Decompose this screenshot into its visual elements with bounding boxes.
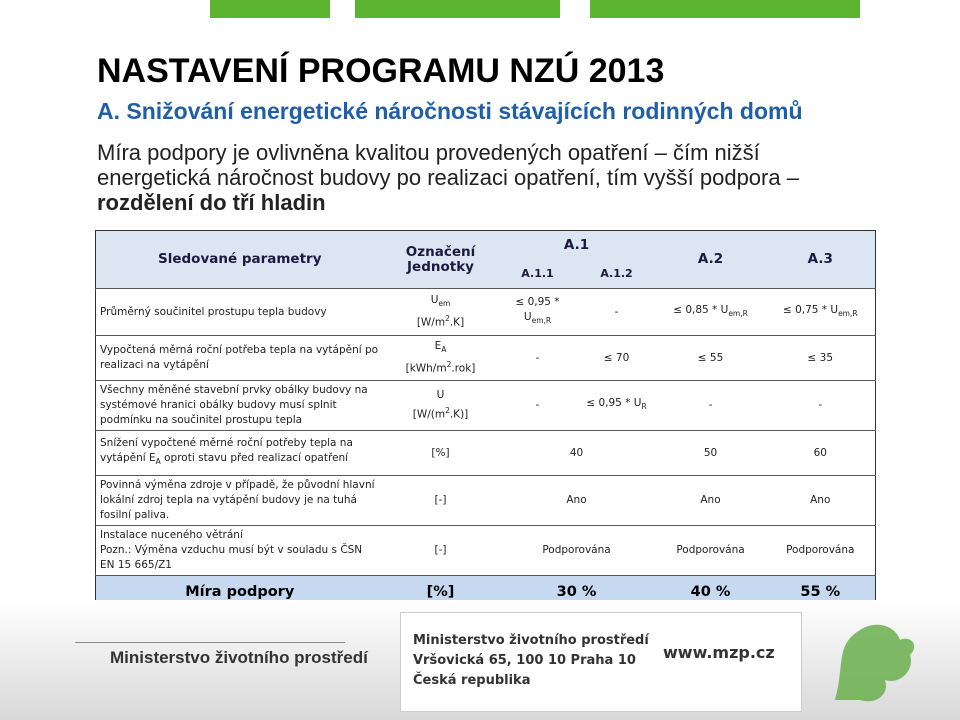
logo-text: Ministerstvo životního prostředí — [110, 648, 368, 667]
text: 2 — [445, 314, 450, 324]
text: ≤ 0,85 * U — [673, 303, 729, 316]
cell: - — [497, 380, 578, 431]
text: em — [438, 299, 451, 309]
cell: - — [577, 288, 656, 336]
text: .rok] — [451, 362, 476, 375]
cell: [-] — [383, 475, 498, 526]
text: U — [430, 294, 439, 307]
lion-emblem — [835, 624, 915, 702]
cell: [-] — [383, 525, 498, 576]
cell: - — [655, 380, 766, 431]
title: NASTAVENÍ PROGRAMU NZÚ 2013 — [97, 52, 665, 90]
cell: Ano — [765, 475, 876, 526]
text: A — [441, 345, 447, 355]
cell: Ano — [497, 475, 656, 526]
text: [W/m — [416, 316, 446, 329]
cell: U [W/(m2.K)] — [383, 380, 498, 431]
header-cell: Sledované parametry — [95, 230, 384, 289]
header-cell: A.3 — [765, 230, 876, 289]
header-cell: A.1.1 — [497, 259, 578, 289]
text-line: energetická náročnost budovy po realizac… — [97, 165, 799, 190]
cell: Uem [W/m2.K] — [383, 288, 498, 336]
text: 2 — [446, 360, 452, 370]
text: .K] — [449, 316, 465, 329]
text-line: rozdělení do tří hladin — [97, 190, 326, 215]
text: Snížení vypočtené měrné roční potřeby te… — [100, 437, 353, 465]
header-cell: Označení Jednotky — [383, 230, 498, 289]
web: www.mzp.cz — [663, 643, 775, 662]
org: Ministerstvo životního prostředí — [413, 633, 649, 648]
subtitle: A. Snižování energetické náročnosti stáv… — [97, 98, 803, 124]
cell: Povinná výměna zdroje v případě, že půvo… — [95, 475, 384, 526]
text: oproti stavu před realizací opatření — [160, 452, 349, 465]
text: A — [155, 457, 161, 467]
text: [kWh/m — [405, 362, 447, 375]
text: Instalace nuceného větrání — [100, 529, 243, 541]
address: Vršovická 65, 100 10 Praha 10 — [413, 653, 636, 668]
text: [W/(m — [412, 408, 446, 421]
cell: ≤ 0,95 * UR — [577, 380, 656, 431]
text: Jednotky — [407, 258, 474, 275]
text: Označení — [405, 243, 476, 260]
header-cell: A.1.2 — [577, 259, 656, 289]
cell: Podporována — [497, 525, 656, 576]
cell: Vypočtená měrná roční potřeba tepla na v… — [95, 335, 384, 381]
paragraph: Míra podpory je ovlivněna kvalitou prove… — [97, 140, 799, 215]
header-cell: A.1 — [497, 230, 656, 260]
cell: 50 — [655, 430, 766, 476]
cell: 40 — [497, 430, 656, 476]
table: Sledované parametry Označení Jednotky A.1… — [95, 230, 877, 609]
text: em,R — [728, 309, 748, 319]
cell: Snížení vypočtené měrné roční potřeby te… — [95, 430, 384, 476]
text: ≤ 0,75 * U — [782, 303, 839, 316]
cell: ≤ 70 — [577, 335, 656, 381]
logo-line — [75, 618, 345, 643]
top-bar — [355, 0, 560, 18]
text: ≤ 0,95 * U — [515, 296, 560, 324]
country: Česká republika — [413, 673, 531, 688]
text: R — [641, 402, 647, 412]
cell: Podporována — [655, 525, 766, 576]
cell: [%] — [383, 430, 498, 476]
text: em,R — [531, 316, 552, 326]
text: U — [436, 389, 445, 402]
cell: ≤ 0,85 * Uem,R — [655, 288, 766, 336]
cell: 60 — [765, 430, 876, 476]
cell: ≤ 35 — [765, 335, 876, 381]
text: ≤ 0,95 * U — [586, 397, 642, 410]
text: .K)] — [449, 408, 469, 421]
lion-shape — [835, 624, 915, 702]
cell: - — [765, 380, 876, 431]
text: 2 — [445, 406, 450, 416]
cell: Instalace nuceného větrání Pozn.: Výměna … — [95, 525, 384, 576]
cell: Všechny měněné stavební prvky obálky bud… — [95, 380, 384, 431]
text: E — [434, 340, 442, 353]
cell: Ano — [655, 475, 766, 526]
cell: ≤ 55 — [655, 335, 766, 381]
cell: - — [497, 335, 578, 381]
cell: Podporována — [765, 525, 876, 576]
cell: Průměrný součinitel prostupu tepla budov… — [95, 288, 384, 336]
cell: ≤ 0,75 * Uem,R — [765, 288, 876, 336]
text: em,R — [838, 309, 858, 319]
top-bar — [590, 0, 860, 18]
top-bar — [210, 0, 330, 18]
text-line: Míra podpory je ovlivněna kvalitou prove… — [97, 140, 760, 165]
contact-box: Ministerstvo životního prostředí Vršovic… — [400, 612, 802, 712]
cell: EA [kWh/m2.rok] — [383, 335, 498, 381]
header-cell: A.2 — [655, 230, 766, 289]
text: Pozn.: Výměna vzduchu musí být v souladu… — [100, 544, 363, 571]
cell: ≤ 0,95 * Uem,R — [497, 288, 578, 336]
